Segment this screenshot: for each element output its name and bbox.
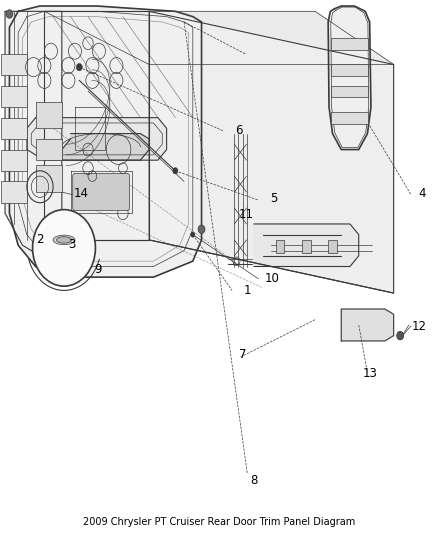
Text: 1: 1	[244, 284, 251, 297]
Text: 3: 3	[68, 238, 75, 251]
Text: 11: 11	[239, 208, 254, 221]
Text: 2: 2	[36, 233, 44, 246]
Circle shape	[32, 209, 95, 286]
FancyBboxPatch shape	[331, 64, 368, 76]
Polygon shape	[27, 118, 166, 160]
Ellipse shape	[53, 235, 75, 245]
Circle shape	[6, 10, 13, 18]
Text: 12: 12	[411, 320, 427, 333]
Text: 7: 7	[239, 348, 247, 361]
FancyBboxPatch shape	[1, 86, 27, 107]
Text: 9: 9	[94, 263, 101, 276]
Circle shape	[397, 332, 404, 340]
Text: 6: 6	[235, 124, 242, 138]
Text: 10: 10	[265, 272, 280, 285]
FancyBboxPatch shape	[331, 38, 368, 50]
Circle shape	[397, 332, 403, 340]
Polygon shape	[149, 11, 394, 293]
FancyBboxPatch shape	[331, 86, 368, 98]
Polygon shape	[341, 309, 394, 341]
Ellipse shape	[57, 237, 71, 243]
FancyBboxPatch shape	[73, 173, 130, 211]
Polygon shape	[44, 11, 149, 240]
Polygon shape	[71, 171, 132, 213]
Polygon shape	[328, 6, 371, 150]
Text: 8: 8	[250, 474, 258, 487]
Text: 4: 4	[418, 187, 426, 200]
FancyBboxPatch shape	[328, 240, 337, 253]
Circle shape	[76, 63, 82, 71]
FancyBboxPatch shape	[1, 118, 27, 139]
Polygon shape	[10, 6, 201, 277]
Circle shape	[41, 265, 48, 273]
FancyBboxPatch shape	[302, 240, 311, 253]
FancyBboxPatch shape	[1, 181, 27, 203]
Polygon shape	[44, 11, 394, 64]
FancyBboxPatch shape	[35, 102, 62, 128]
FancyBboxPatch shape	[331, 112, 368, 124]
Text: 5: 5	[270, 192, 277, 205]
Polygon shape	[254, 224, 359, 266]
FancyBboxPatch shape	[35, 139, 62, 160]
Text: 2009 Chrysler PT Cruiser Rear Door Trim Panel Diagram: 2009 Chrysler PT Cruiser Rear Door Trim …	[83, 517, 355, 527]
Polygon shape	[62, 134, 149, 160]
Text: 14: 14	[74, 187, 89, 200]
FancyBboxPatch shape	[1, 54, 27, 75]
FancyBboxPatch shape	[1, 150, 27, 171]
FancyBboxPatch shape	[276, 240, 285, 253]
Circle shape	[198, 225, 205, 233]
Circle shape	[173, 167, 178, 174]
Text: 13: 13	[362, 367, 377, 381]
Polygon shape	[75, 107, 106, 150]
Circle shape	[191, 232, 195, 237]
Polygon shape	[5, 11, 62, 256]
FancyBboxPatch shape	[35, 165, 62, 192]
